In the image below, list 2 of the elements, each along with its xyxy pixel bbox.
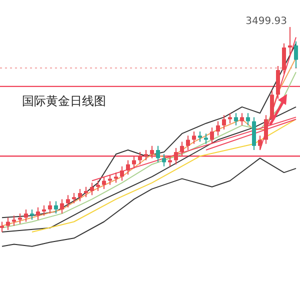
- annotation: 3499.93: [246, 16, 287, 27]
- text: 国际黄金日线图: [22, 94, 106, 108]
